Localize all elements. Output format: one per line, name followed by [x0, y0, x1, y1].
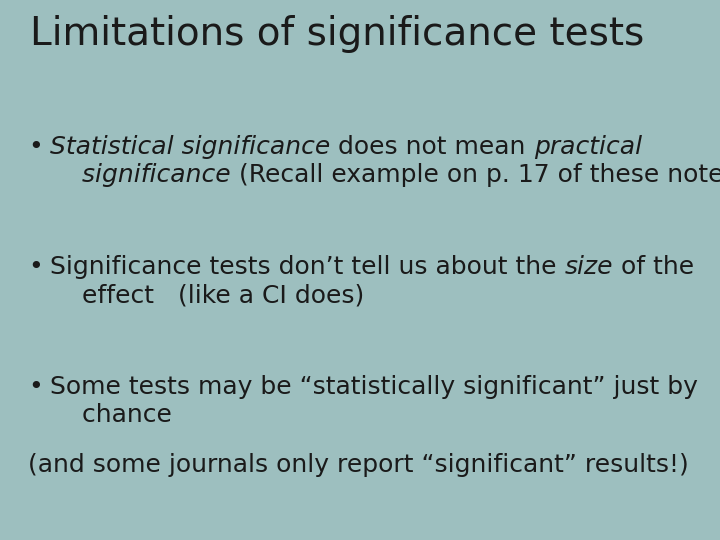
Text: practical: practical	[534, 135, 642, 159]
Text: Limitations of significance tests: Limitations of significance tests	[30, 15, 644, 53]
Text: size: size	[564, 255, 613, 279]
Text: •: •	[28, 135, 42, 159]
Text: does not mean: does not mean	[330, 135, 534, 159]
Text: (Recall example on p. 17 of these notes): (Recall example on p. 17 of these notes)	[230, 163, 720, 187]
Text: •: •	[28, 375, 42, 399]
Text: chance: chance	[50, 403, 172, 427]
Text: Significance tests don’t tell us about the: Significance tests don’t tell us about t…	[50, 255, 564, 279]
Text: (and some journals only report “significant” results!): (and some journals only report “signific…	[28, 453, 689, 477]
Text: of the: of the	[613, 255, 694, 279]
Text: Some tests may be “statistically significant” just by: Some tests may be “statistically signifi…	[50, 375, 698, 399]
Text: effect   (like a CI does): effect (like a CI does)	[50, 283, 364, 307]
Text: Statistical significance: Statistical significance	[50, 135, 330, 159]
Text: •: •	[28, 255, 42, 279]
Text: significance: significance	[50, 163, 230, 187]
